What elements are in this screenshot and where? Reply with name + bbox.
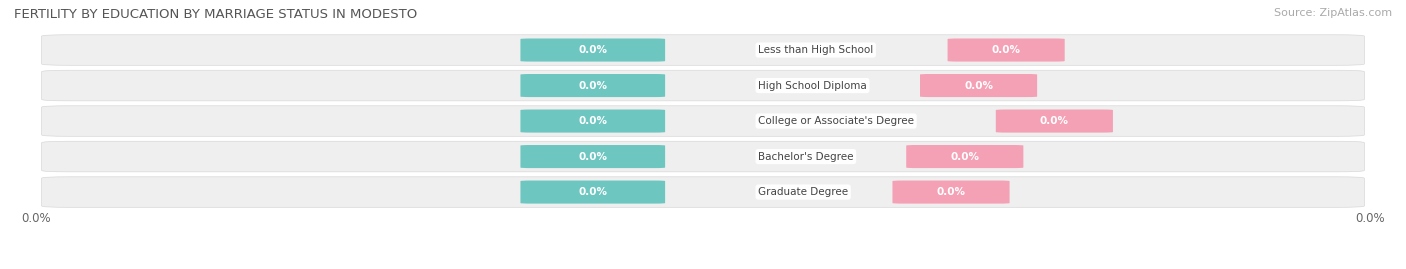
Text: 0.0%: 0.0% xyxy=(936,187,966,197)
FancyBboxPatch shape xyxy=(42,141,1364,172)
FancyBboxPatch shape xyxy=(520,180,665,204)
Text: Graduate Degree: Graduate Degree xyxy=(758,187,848,197)
FancyBboxPatch shape xyxy=(42,35,1364,65)
FancyBboxPatch shape xyxy=(907,145,1024,168)
FancyBboxPatch shape xyxy=(520,109,665,133)
Text: 0.0%: 0.0% xyxy=(1040,116,1069,126)
Text: Source: ZipAtlas.com: Source: ZipAtlas.com xyxy=(1274,8,1392,18)
Text: 0.0%: 0.0% xyxy=(578,151,607,162)
Text: FERTILITY BY EDUCATION BY MARRIAGE STATUS IN MODESTO: FERTILITY BY EDUCATION BY MARRIAGE STATU… xyxy=(14,8,418,21)
Text: 0.0%: 0.0% xyxy=(578,80,607,91)
Text: College or Associate's Degree: College or Associate's Degree xyxy=(758,116,914,126)
Text: Less than High School: Less than High School xyxy=(758,45,873,55)
FancyBboxPatch shape xyxy=(948,38,1064,62)
FancyBboxPatch shape xyxy=(893,180,1010,204)
Text: 0.0%: 0.0% xyxy=(950,151,980,162)
Text: 0.0%: 0.0% xyxy=(578,45,607,55)
Text: Bachelor's Degree: Bachelor's Degree xyxy=(758,151,853,162)
Text: 0.0%: 0.0% xyxy=(1355,212,1385,225)
Text: 0.0%: 0.0% xyxy=(21,212,51,225)
FancyBboxPatch shape xyxy=(42,106,1364,136)
Text: High School Diploma: High School Diploma xyxy=(758,80,868,91)
FancyBboxPatch shape xyxy=(42,177,1364,207)
Text: 0.0%: 0.0% xyxy=(578,116,607,126)
Text: 0.0%: 0.0% xyxy=(965,80,993,91)
FancyBboxPatch shape xyxy=(995,109,1114,133)
FancyBboxPatch shape xyxy=(920,74,1038,97)
FancyBboxPatch shape xyxy=(520,74,665,97)
Text: 0.0%: 0.0% xyxy=(578,187,607,197)
Text: 0.0%: 0.0% xyxy=(991,45,1021,55)
FancyBboxPatch shape xyxy=(520,145,665,168)
FancyBboxPatch shape xyxy=(520,38,665,62)
FancyBboxPatch shape xyxy=(42,70,1364,101)
